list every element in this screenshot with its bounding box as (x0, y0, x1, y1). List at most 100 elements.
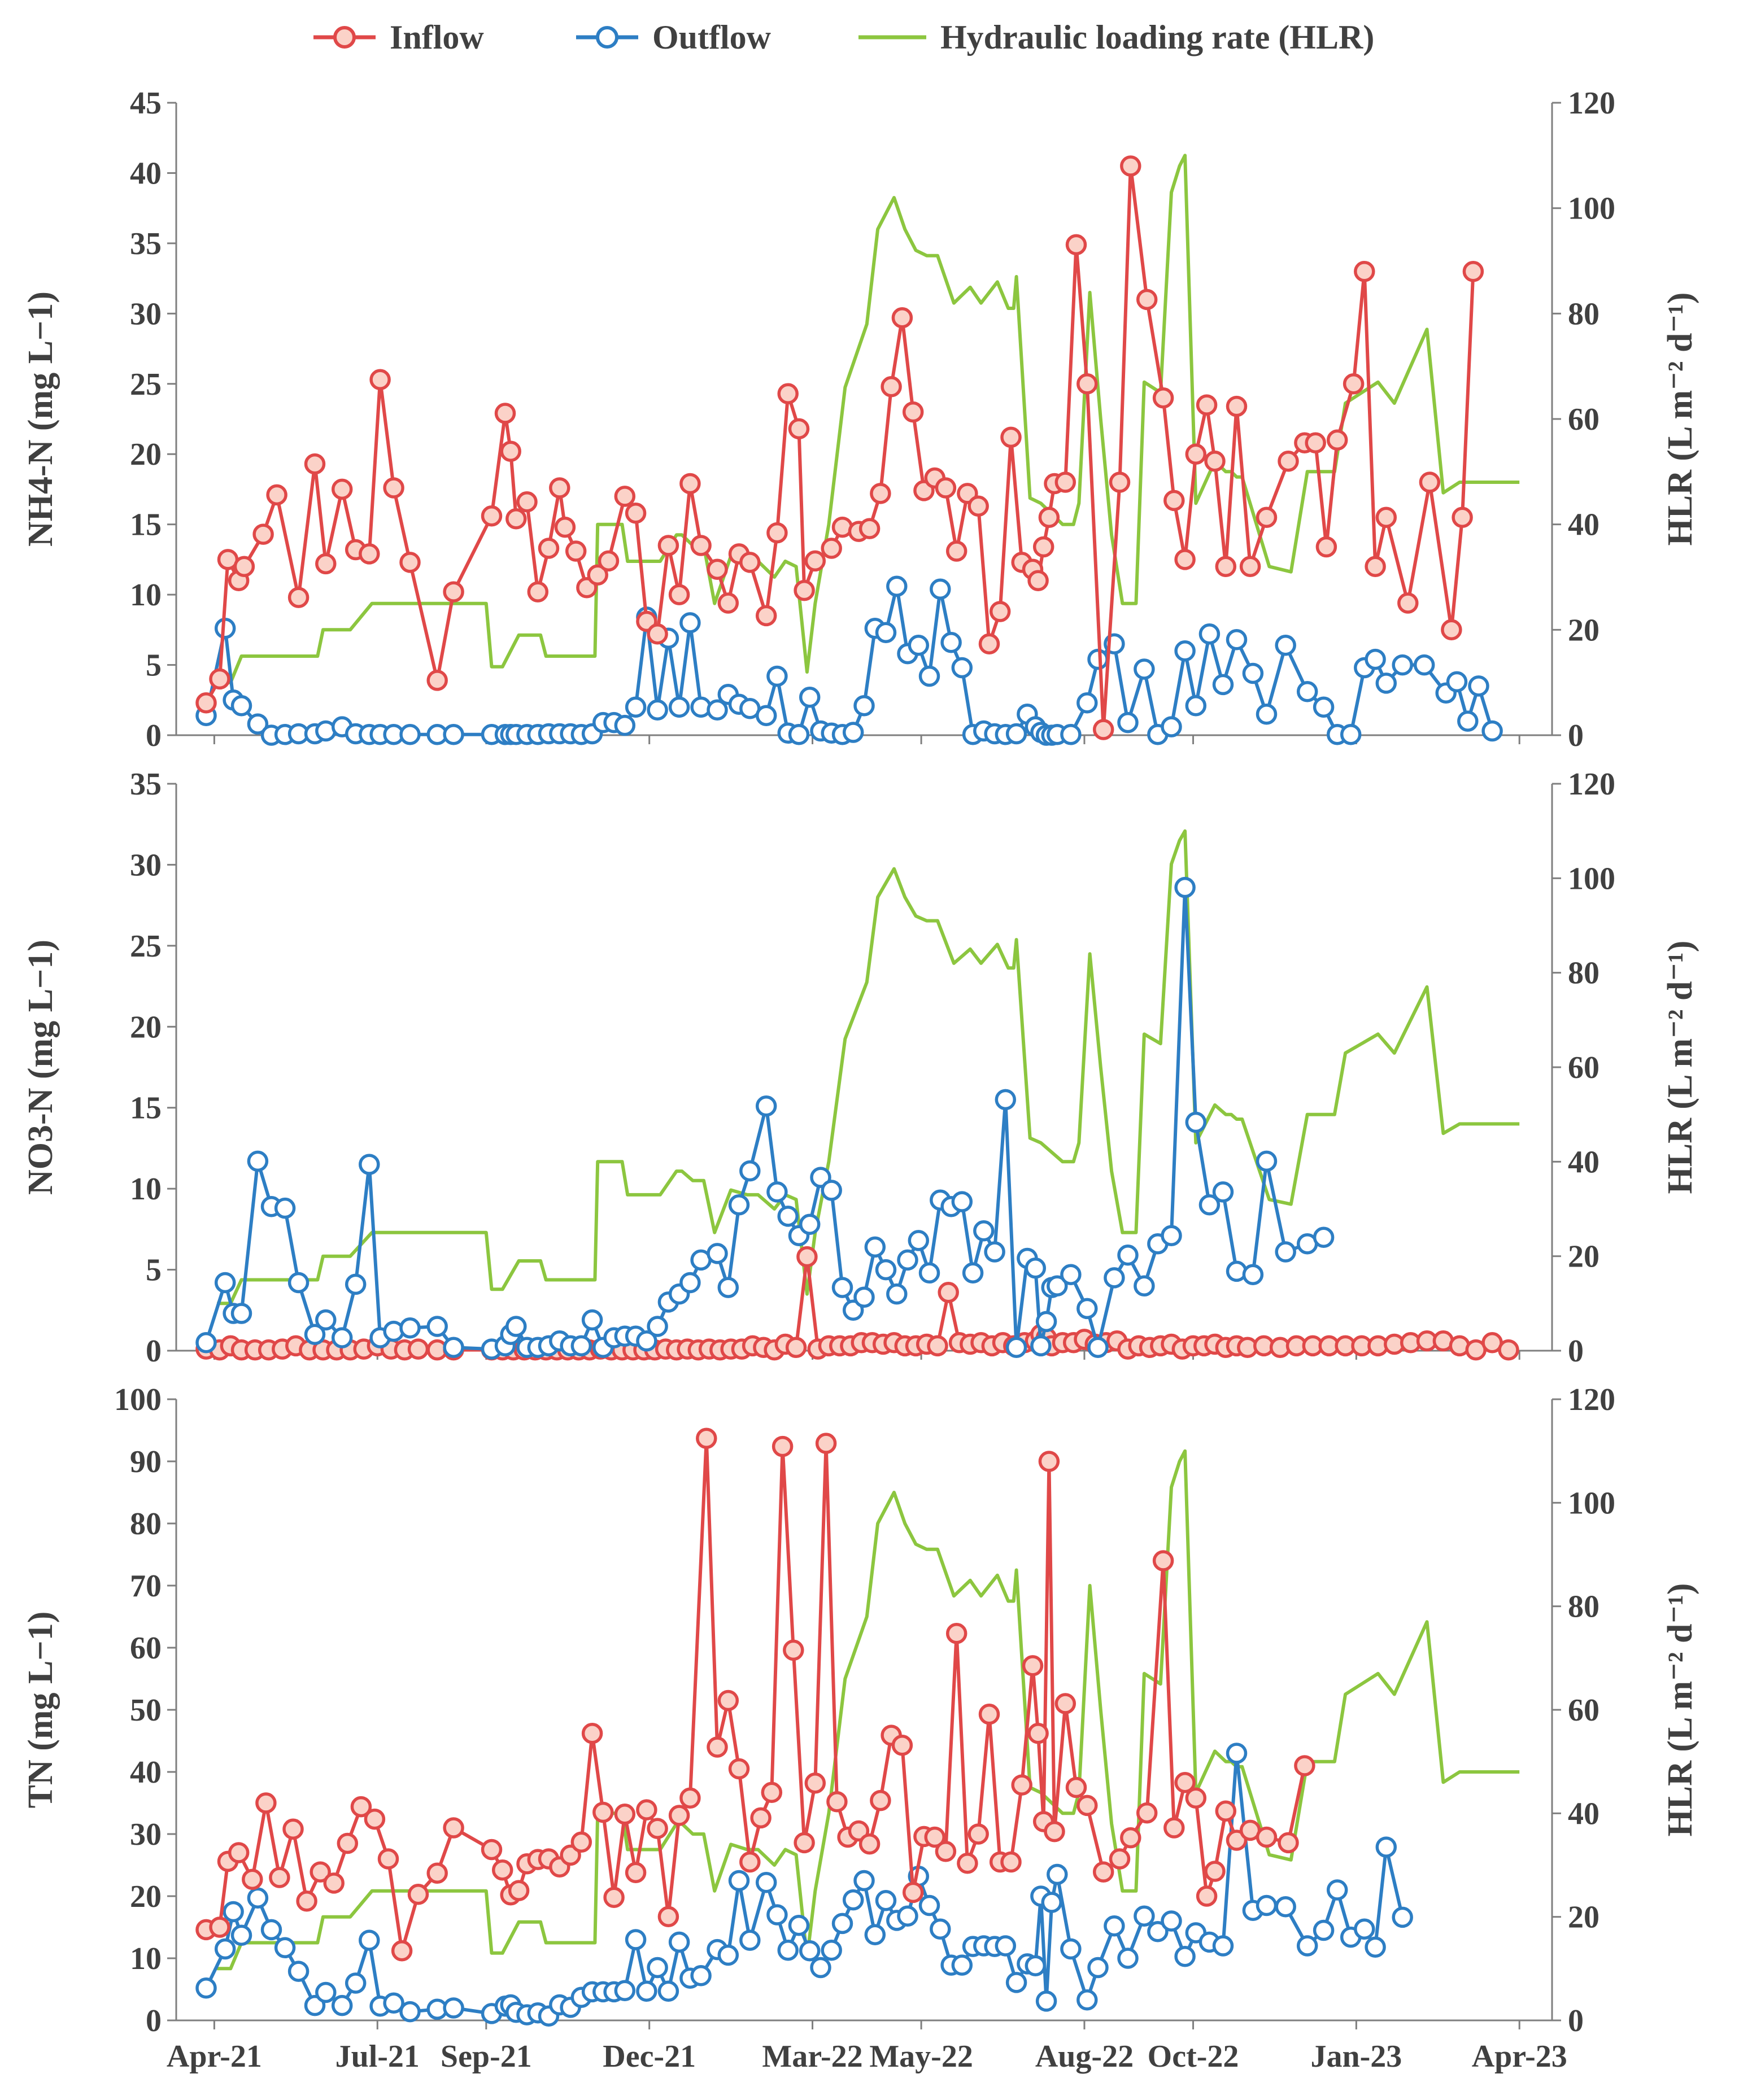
outflow-point (897, 1905, 918, 1927)
inflow-point (195, 692, 217, 714)
left-tick-label: 100 (114, 1382, 162, 1417)
inflow-point (359, 543, 380, 565)
y-axis-label: NO3-N (mg L−1) (21, 940, 60, 1195)
outflow-point (1087, 648, 1109, 670)
inflow-point (1204, 1861, 1226, 1882)
outflow-point (287, 1961, 310, 1982)
x-tick-label: May-22 (869, 2039, 973, 2074)
inflow-point (233, 556, 255, 578)
inflow-point (935, 477, 957, 499)
inflow-point (1397, 592, 1419, 614)
outflow-point (739, 1160, 761, 1182)
x-tick-label: Jan-23 (1310, 2039, 1402, 2074)
inflow-point (1498, 1339, 1519, 1361)
panel-3: 0 10 20 30 40 50 60 70 80 90 100 0 20 40 60 80 100 120 TN … (21, 1382, 1699, 2038)
inflow-point (587, 564, 608, 586)
outflow-point (918, 1894, 940, 1916)
outflow-point (951, 657, 973, 679)
inflow-point (1044, 1820, 1065, 1843)
x-tick-label: Apr-23 (1472, 2039, 1567, 2074)
panel-1: 0 5 10 15 20 25 30 35 40 45 0 20 40 60 80 100 120 NH4-N (… (21, 86, 1699, 753)
inflow-point (1092, 1861, 1114, 1883)
outflow-point (1198, 623, 1221, 645)
inflow-point (1315, 536, 1337, 558)
outflow-point (668, 696, 690, 718)
outflow-point (973, 1220, 995, 1242)
inflow-point (717, 592, 739, 614)
inflow-point (516, 491, 538, 513)
outflow-point (1087, 1337, 1109, 1359)
outflow-point (864, 1236, 886, 1258)
outflow-point (930, 578, 951, 600)
right-tick-label: 120 (1568, 1382, 1615, 1417)
outflow-point (331, 1327, 353, 1348)
inflow-point (1032, 536, 1054, 558)
outflow-point (331, 1994, 353, 2016)
inflow-point (407, 1883, 429, 1905)
outflow-point (853, 695, 875, 717)
inflow-point (1441, 619, 1462, 641)
outflow-point (1446, 671, 1468, 693)
inflow-point (1462, 260, 1484, 282)
outflow-point (707, 699, 728, 721)
inflow-point (1204, 450, 1226, 472)
inflow-point (647, 623, 668, 645)
inflow-point (500, 440, 521, 462)
outflow-point (679, 1272, 701, 1294)
inflow-point (804, 550, 826, 572)
right-axis-label: HLR (L m⁻² d⁻¹) (1661, 292, 1699, 546)
inflow-point (1011, 1774, 1032, 1796)
outflow-point (853, 1870, 875, 1892)
inflow-point (1196, 394, 1218, 416)
outflow-point (908, 634, 930, 656)
outflow-point (1060, 724, 1082, 745)
inflow-point (707, 1736, 728, 1758)
outflow-point (274, 1197, 296, 1219)
right-tick-label: 20 (1568, 1239, 1599, 1274)
inflow-point (1038, 507, 1060, 528)
outflow-point (1161, 1910, 1182, 1932)
inflow-point (1065, 234, 1087, 256)
outflow-point (230, 1924, 252, 1946)
inflow-point (1136, 1802, 1158, 1824)
outflow-point (1212, 1181, 1234, 1203)
inflow-point (924, 1826, 945, 1848)
inflow-point (1185, 443, 1207, 465)
left-tick-label: 40 (130, 1755, 162, 1790)
inflow-point (679, 473, 701, 495)
outflow-point (984, 1241, 1005, 1263)
inflow-point (1022, 1655, 1044, 1676)
inflow-point (1215, 556, 1237, 578)
outflow-point (799, 687, 821, 708)
right-tick-label: 80 (1568, 956, 1599, 991)
inflow-point (785, 1337, 807, 1359)
inflow-point (310, 1861, 331, 1883)
outflow-point (951, 1191, 973, 1212)
right-tick-label: 80 (1568, 296, 1599, 331)
inflow-point (696, 1427, 717, 1450)
inflow-point (1278, 1832, 1299, 1854)
inflow-point (508, 1880, 530, 1901)
outflow-point (636, 1980, 657, 2002)
outflow-point (1025, 1955, 1047, 1976)
outflow-point (1313, 696, 1335, 718)
outflow-point (918, 665, 940, 687)
inflow-point (527, 581, 549, 603)
inflow-point (1152, 387, 1174, 409)
inflow-point (657, 1906, 679, 1928)
inflow-point (848, 1820, 870, 1842)
inflow-point (350, 1796, 372, 1818)
outflow-point (1392, 654, 1413, 676)
outflow-point (1365, 1936, 1386, 1958)
outflow-point (962, 1262, 984, 1284)
inflow-point (761, 1782, 783, 1804)
inflow-point (1375, 507, 1397, 528)
outflow-point (1005, 723, 1027, 745)
outflow-point (766, 665, 788, 687)
inflow-point (788, 418, 810, 440)
inflow-point (252, 523, 274, 545)
outflow-point (1313, 1919, 1335, 1941)
outflow-point (1392, 1906, 1413, 1928)
outflow-point (1087, 1957, 1109, 1979)
outflow-point (1174, 1945, 1196, 1967)
